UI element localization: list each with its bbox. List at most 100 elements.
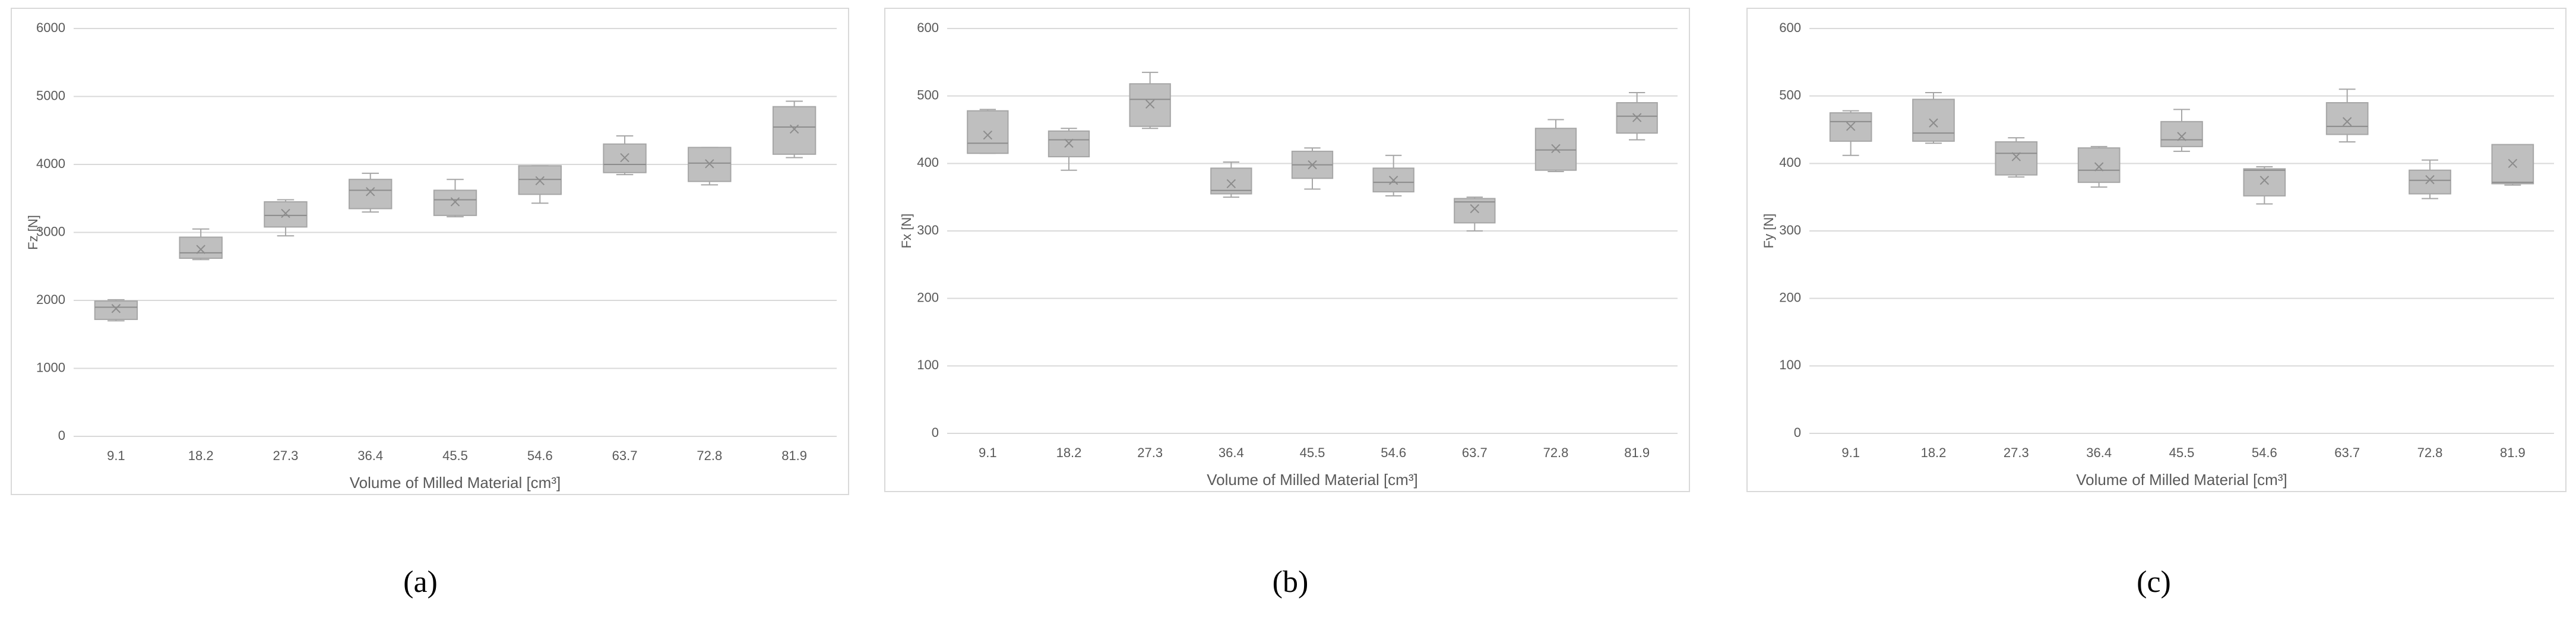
x-tick-label: 45.5 [442,448,468,463]
mean-marker [1388,176,1398,185]
mean-marker [196,245,205,254]
box-chart: 0 100 200 300 400 500 600 Fx [N] Volume of Mille… [884,8,1690,492]
x-tick-label: 54.6 [527,448,553,463]
box-chart: 0 100 200 300 400 500 600 Fy [N] Volume of Mille… [1746,8,2566,492]
mean-marker [1308,160,1317,170]
x-tick-label: 27.3 [1137,445,1163,460]
mean-marker [2342,117,2352,126]
box [1210,167,1252,195]
panel-border [1746,8,2566,492]
box [2077,147,2121,183]
mean-marker [2425,175,2435,185]
mean-marker [2011,152,2021,161]
mean-marker [1632,113,1642,122]
x-tick-label: 45.5 [2169,445,2195,460]
mean-marker [2259,176,2270,185]
box [1912,99,1955,142]
mean-marker [1226,179,1236,189]
y-tick-label: 500 [1779,87,1801,102]
x-tick-label: 36.4 [1219,445,1244,460]
y-tick-label: 600 [917,20,939,35]
x-tick-label: 18.2 [1921,445,1947,460]
x-tick-label: 81.9 [2500,445,2526,460]
x-tick-label: 36.4 [357,448,383,463]
x-tick-label: 63.7 [612,448,638,463]
box [1829,112,1872,142]
x-tick-label: 81.9 [1624,445,1650,460]
mean-marker [1929,118,1938,128]
box [967,110,1009,154]
y-tick-label: 3000 [36,224,65,239]
x-tick-label: 54.6 [1381,445,1406,460]
mean-marker [2094,162,2104,172]
panel-border [884,8,1690,492]
x-tick-label: 36.4 [2086,445,2112,460]
y-tick-label: 300 [917,223,939,237]
box [603,143,647,173]
mean-marker [1064,138,1074,148]
x-tick-label: 45.5 [1300,445,1325,460]
x-axis-label: Volume of Milled Material [cm³] [2076,471,2287,489]
box [772,106,817,155]
x-tick-label: 18.2 [188,448,214,463]
mean-marker [705,159,714,169]
mean-marker [1551,144,1561,154]
mean-marker [450,197,460,207]
box [1995,141,2038,176]
box [94,300,138,321]
mean-marker [1846,122,1856,131]
y-axis-label: Fz [N] [26,215,40,250]
mean-marker [1470,204,1480,214]
box [2243,168,2286,197]
caption: (b) [1273,565,1309,599]
mean-marker [366,187,375,197]
box [1129,83,1171,127]
mean-marker [2508,159,2518,169]
x-tick-label: 18.2 [1056,445,1082,460]
box [2160,121,2203,147]
y-tick-label: 300 [1779,223,1801,237]
box-chart: 0 1000 2000 3000 4000 5000 6000 Fz [N] Volume of… [11,8,849,495]
y-tick-label: 600 [1779,20,1801,35]
mean-marker [281,208,290,218]
caption: (a) [403,565,438,599]
panel-border [11,8,849,495]
x-tick-label: 72.8 [1543,445,1569,460]
y-tick-label: 200 [917,290,939,305]
y-tick-label: 200 [1779,290,1801,305]
mean-marker [789,124,799,134]
y-tick-label: 0 [932,425,939,440]
y-tick-label: 2000 [36,292,65,307]
x-tick-label: 27.3 [273,448,299,463]
y-tick-label: 400 [1779,155,1801,170]
box [2409,169,2451,195]
x-tick-label: 63.7 [2334,445,2360,460]
box [1454,198,1496,224]
x-tick-label: 81.9 [781,448,807,463]
y-tick-label: 400 [917,155,939,170]
y-tick-label: 0 [58,428,65,443]
y-tick-label: 5000 [36,88,65,103]
mean-marker [1145,99,1155,109]
mean-marker [2177,132,2186,141]
y-tick-label: 500 [917,87,939,102]
x-tick-label: 27.3 [2004,445,2029,460]
box [349,179,393,210]
y-tick-label: 0 [1794,425,1801,440]
caption: (c) [2137,565,2171,599]
x-axis-label: Volume of Milled Material [cm³] [350,474,561,492]
x-tick-label: 9.1 [107,448,125,463]
y-axis-label: Fy [N] [1761,214,1776,249]
x-axis-label: Volume of Milled Material [cm³] [1207,471,1417,489]
x-tick-label: 54.6 [2252,445,2277,460]
box [433,189,477,216]
mean-marker [983,130,993,140]
box [2325,102,2369,135]
mean-marker [111,304,121,313]
x-tick-label: 9.1 [1841,445,1860,460]
y-tick-label: 100 [1779,357,1801,372]
y-tick-label: 6000 [36,20,65,35]
mean-marker [620,153,629,163]
box [264,201,308,228]
